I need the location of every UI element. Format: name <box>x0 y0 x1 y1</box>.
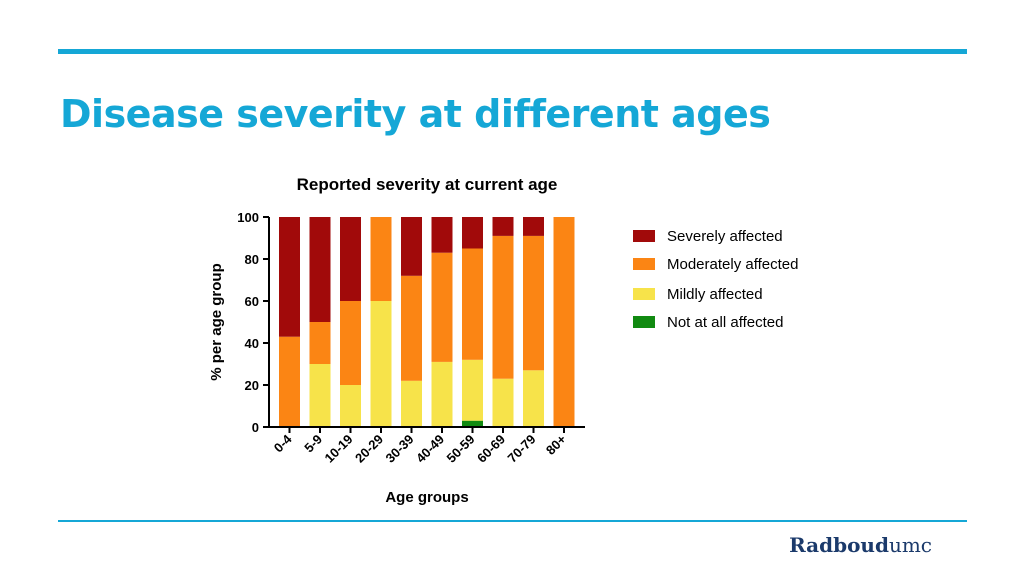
bar-segment-severely-affected-10-19 <box>340 217 361 301</box>
x-tick-label-30-39: 30-39 <box>383 432 417 466</box>
x-tick-label-60-69: 60-69 <box>474 432 508 466</box>
legend-swatch-not-at-all-affected <box>633 316 655 328</box>
bar-segment-severely-affected-70-79 <box>523 217 544 236</box>
x-tick-label-40-49: 40-49 <box>413 432 447 466</box>
bar-segment-moderately-affected-80+ <box>553 217 575 427</box>
y-tick-label-100: 100 <box>237 210 259 225</box>
bar-segment-moderately-affected-70-79 <box>523 235 544 371</box>
slide-title: Disease severity at different ages <box>60 92 771 136</box>
y-tick-label-20: 20 <box>245 378 259 393</box>
y-axis-label: % per age group <box>208 263 225 381</box>
legend-swatch-moderately-affected <box>633 258 655 270</box>
bar-segment-moderately-affected-30-39 <box>401 275 422 381</box>
logo-word-umc: umc <box>888 533 932 557</box>
legend-swatch-severely-affected <box>633 230 655 242</box>
legend-swatch-mildly-affected <box>633 288 655 300</box>
bar-segment-severely-affected-0-4 <box>279 217 300 337</box>
bar-segment-mildly-affected-70-79 <box>523 370 544 427</box>
y-tick-label-0: 0 <box>252 420 259 435</box>
bar-segment-moderately-affected-60-69 <box>492 235 514 379</box>
bar-segment-moderately-affected-50-59 <box>462 248 483 360</box>
legend-label-not-at-all-affected: Not at all affected <box>667 314 783 331</box>
x-tick-label-80+: 80+ <box>543 431 569 457</box>
x-tick-label-20-29: 20-29 <box>352 432 386 466</box>
y-tick-label-60: 60 <box>245 294 259 309</box>
bar-segment-mildly-affected-40-49 <box>431 361 453 427</box>
legend-label-mildly-affected: Mildly affected <box>667 286 763 303</box>
radboudumc-logo: Radboudumc <box>789 533 932 557</box>
bar-segment-mildly-affected-60-69 <box>492 378 514 427</box>
x-tick-label-10-19: 10-19 <box>322 432 356 466</box>
bar-segment-severely-affected-40-49 <box>431 217 453 253</box>
bar-segment-severely-affected-60-69 <box>492 217 514 236</box>
bar-segment-mildly-affected-50-59 <box>462 359 483 421</box>
bar-segment-severely-affected-50-59 <box>462 217 483 249</box>
x-tick-label-50-59: 50-59 <box>444 432 478 466</box>
legend-label-severely-affected: Severely affected <box>667 228 783 245</box>
legend-label-moderately-affected: Moderately affected <box>667 256 798 273</box>
top-accent-rule <box>58 49 967 54</box>
bar-segment-mildly-affected-5-9 <box>309 364 331 427</box>
bar-segment-severely-affected-5-9 <box>309 217 331 322</box>
x-tick-label-70-79: 70-79 <box>505 432 539 466</box>
bar-segment-severely-affected-30-39 <box>401 217 422 276</box>
bar-segment-moderately-affected-20-29 <box>370 217 392 301</box>
bar-segment-not-at-all-affected-50-59 <box>462 420 483 427</box>
x-tick-label-0-4: 0-4 <box>271 431 295 455</box>
bar-segment-moderately-affected-10-19 <box>340 301 361 385</box>
x-axis-label: Age groups <box>385 489 468 506</box>
bar-segment-mildly-affected-20-29 <box>370 301 392 427</box>
bar-segment-moderately-affected-40-49 <box>431 252 453 362</box>
y-tick-label-40: 40 <box>245 336 259 351</box>
bar-segment-mildly-affected-10-19 <box>340 385 361 427</box>
bar-segment-mildly-affected-30-39 <box>401 380 422 427</box>
y-tick-label-80: 80 <box>245 252 259 267</box>
bar-segment-moderately-affected-0-4 <box>279 336 300 427</box>
x-tick-label-5-9: 5-9 <box>301 432 325 456</box>
bar-segment-moderately-affected-5-9 <box>309 322 331 364</box>
logo-word-radboud: Radboud <box>789 533 889 557</box>
chart-title: Reported severity at current age <box>297 175 558 194</box>
bottom-accent-rule <box>58 520 967 522</box>
